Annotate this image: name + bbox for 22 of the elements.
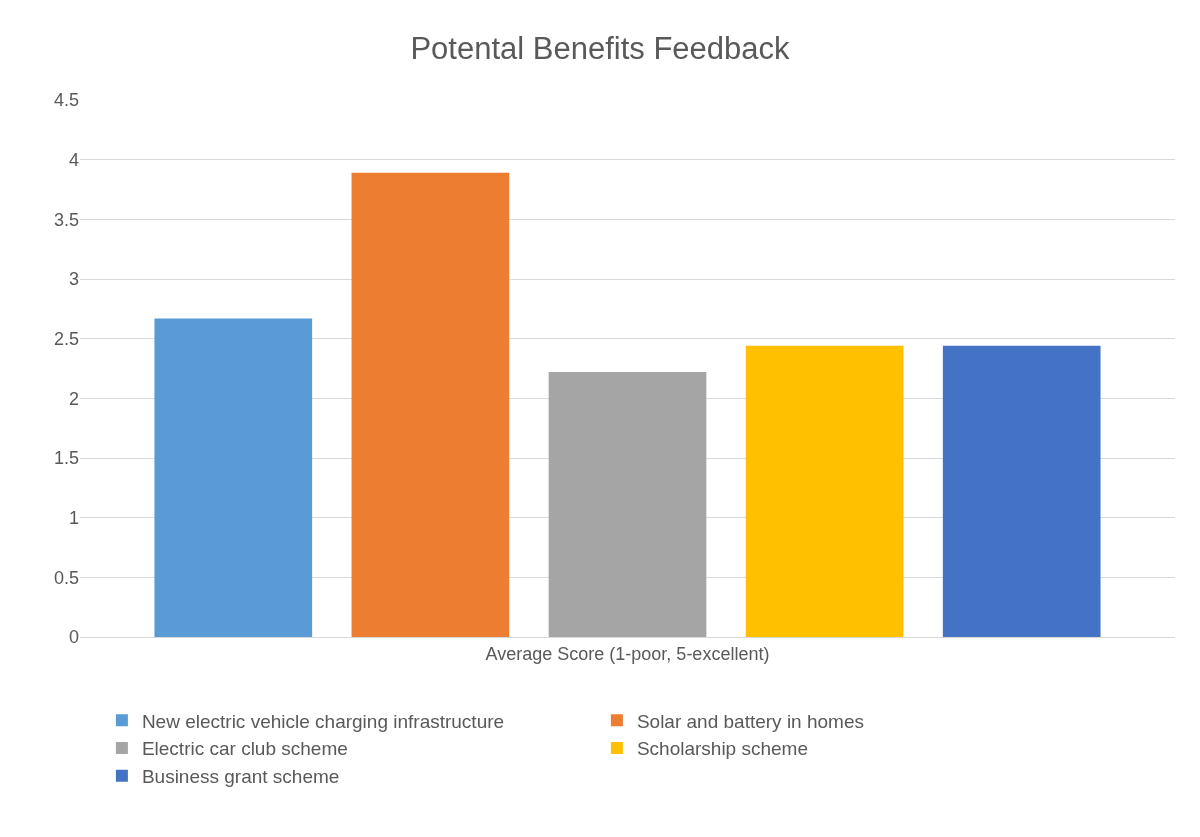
legend-label: Scholarship scheme: [636, 738, 808, 760]
y-tick-label: 3: [68, 269, 79, 290]
bar: [942, 345, 1101, 637]
y-tick-label: 0: [68, 627, 79, 648]
y-tick-label: 1.5: [53, 448, 79, 469]
y-tick-label: 3.5: [53, 209, 79, 230]
bar: [745, 345, 904, 637]
legend-label: Business grant scheme: [141, 766, 340, 788]
y-tick-label: 1: [68, 507, 79, 528]
chart-title: Potental Benefits Feedback: [410, 31, 791, 67]
x-tick-label: Average Score (1-poor, 5-excellent): [485, 643, 770, 664]
y-tick-label: 2.5: [53, 328, 79, 349]
legend-label: Solar and battery in homes: [636, 710, 864, 732]
y-tick-label: 4.5: [53, 90, 79, 111]
bar: [154, 318, 313, 637]
y-tick-label: 0.5: [53, 567, 79, 588]
legend-label: Electric car club scheme: [141, 738, 348, 760]
y-tick-label: 4: [68, 149, 79, 170]
bar: [351, 172, 510, 637]
y-tick-label: 2: [68, 388, 79, 409]
legend-label: New electric vehicle charging infrastructure: [141, 710, 505, 732]
bar: [548, 372, 707, 637]
